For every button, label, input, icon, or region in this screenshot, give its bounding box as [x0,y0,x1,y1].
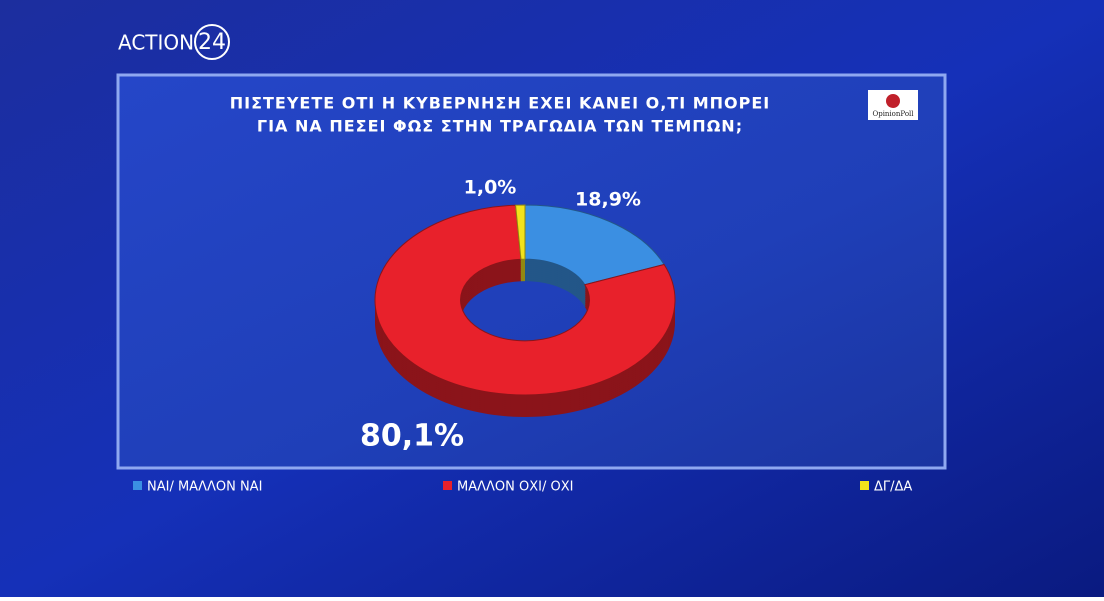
chart-title: ΠΙΣΤΕΥΕΤΕ ΟΤΙ Η ΚΥΒΕΡΝΗΣΗ ΕΧΕΙ ΚΑΝΕΙ Ο,Τ… [230,94,771,113]
legend-swatch [860,481,869,490]
slice [374,204,676,396]
legend-label: ΜΑΛΛΟΝ ΟΧΙ/ ΟΧΙ [457,480,573,495]
channel-logo [194,24,230,60]
value-label: 80,1% [360,419,464,454]
legend-label: ΔΓ/ΔΑ [874,480,912,495]
channel-name: ACTION [118,31,194,55]
slice [515,204,526,260]
legend-label: ΝΑΙ/ ΜΑΛΛΟΝ ΝΑΙ [147,480,262,495]
chart-title: ΓΙΑ ΝΑ ΠΕΣΕΙ ΦΩΣ ΣΤΗΝ ΤΡΑΓΩΔΙΑ ΤΩΝ ΤΕΜΠΩ… [257,117,743,136]
channel-number: 24 [198,30,226,55]
slice [524,204,665,286]
pollster-icon [886,94,900,108]
legend-swatch [443,481,452,490]
value-label: 18,9% [575,189,641,211]
pollster-name: OpinionPoll [872,110,914,118]
legend-swatch [133,481,142,490]
value-label: 1,0% [464,177,517,199]
